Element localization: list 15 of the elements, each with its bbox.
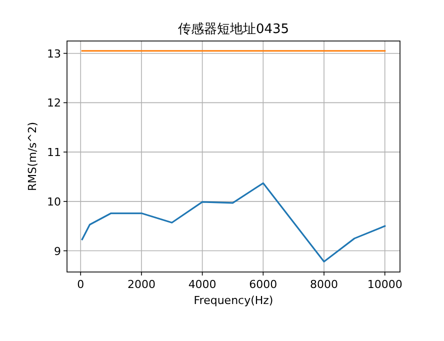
x-tick-label: 2000 bbox=[127, 278, 156, 291]
x-axis-title: Frequency(Hz) bbox=[194, 294, 274, 307]
y-tick-label: 9 bbox=[54, 244, 61, 258]
line-series bbox=[81, 182, 386, 262]
x-tick-label: 8000 bbox=[310, 278, 338, 291]
y-tick-label: 11 bbox=[47, 146, 61, 160]
x-tick-label: 10000 bbox=[367, 278, 402, 291]
x-tick-label: 4000 bbox=[188, 278, 216, 291]
x-tick-label: 0 bbox=[77, 278, 84, 291]
y-tick-label: 12 bbox=[47, 96, 61, 110]
y-tick-label: 10 bbox=[47, 195, 61, 208]
y-axis-title: RMS(m/s^2) bbox=[26, 122, 39, 192]
chart-title: 传感器短地址0435 bbox=[178, 22, 290, 37]
y-tick-label: 13 bbox=[47, 47, 61, 60]
x-tick-label: 6000 bbox=[249, 278, 278, 291]
